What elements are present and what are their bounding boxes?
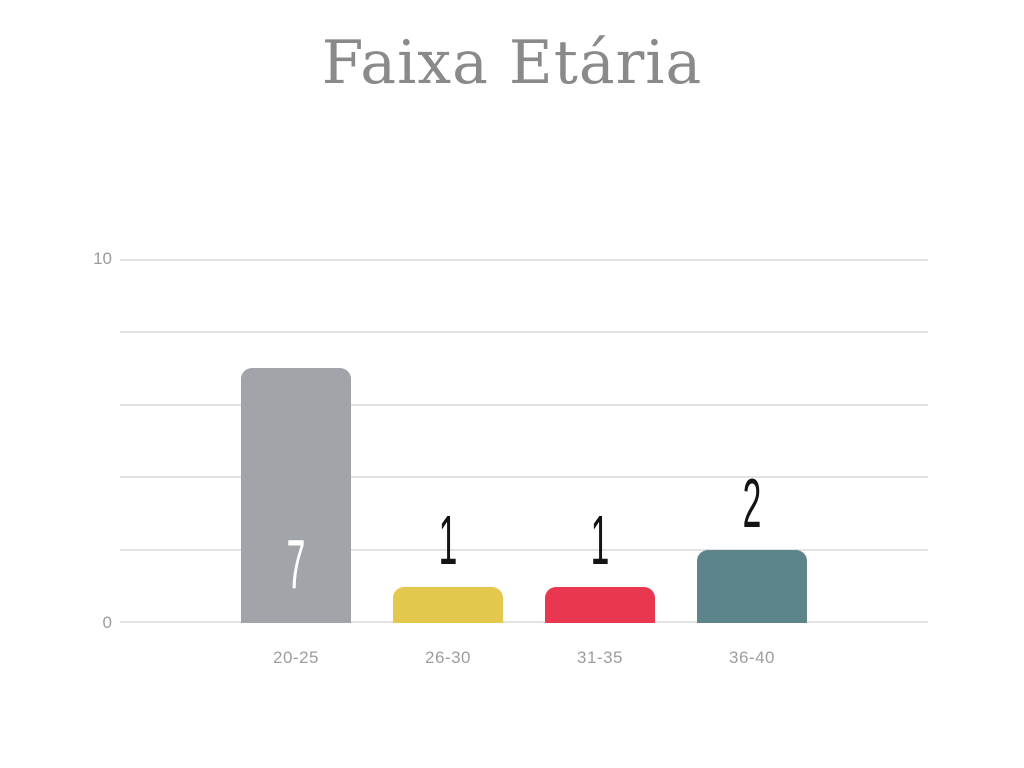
x-label-26-30: 26-30 xyxy=(425,648,471,667)
x-label-20-25: 20-25 xyxy=(273,648,319,667)
chart-title: Faixa Etária xyxy=(321,28,703,98)
value-label-20-25: 7 xyxy=(286,525,306,603)
bar-20-25[interactable] xyxy=(241,368,351,623)
y-tick-0: 0 xyxy=(102,613,112,632)
gridline-8 xyxy=(120,331,928,333)
bar-chart-plot-area: 7 1 1 2 10 0 20-25 26-30 31-35 36-40 xyxy=(93,249,928,667)
y-tick-10: 10 xyxy=(93,249,112,268)
gridline-10 xyxy=(120,259,928,261)
gridline-2 xyxy=(120,549,928,551)
x-label-31-35: 31-35 xyxy=(577,648,623,667)
gridline-4 xyxy=(120,476,928,478)
value-label-26-30: 1 xyxy=(438,501,458,579)
gridline-6 xyxy=(120,404,928,406)
gridline-0 xyxy=(120,621,928,623)
bar-26-30[interactable] xyxy=(393,587,503,623)
bar-31-35[interactable] xyxy=(545,587,655,623)
value-label-31-35: 1 xyxy=(590,501,610,579)
value-label-36-40: 2 xyxy=(742,464,762,542)
x-label-36-40: 36-40 xyxy=(729,648,775,667)
bar-36-40[interactable] xyxy=(697,550,807,623)
